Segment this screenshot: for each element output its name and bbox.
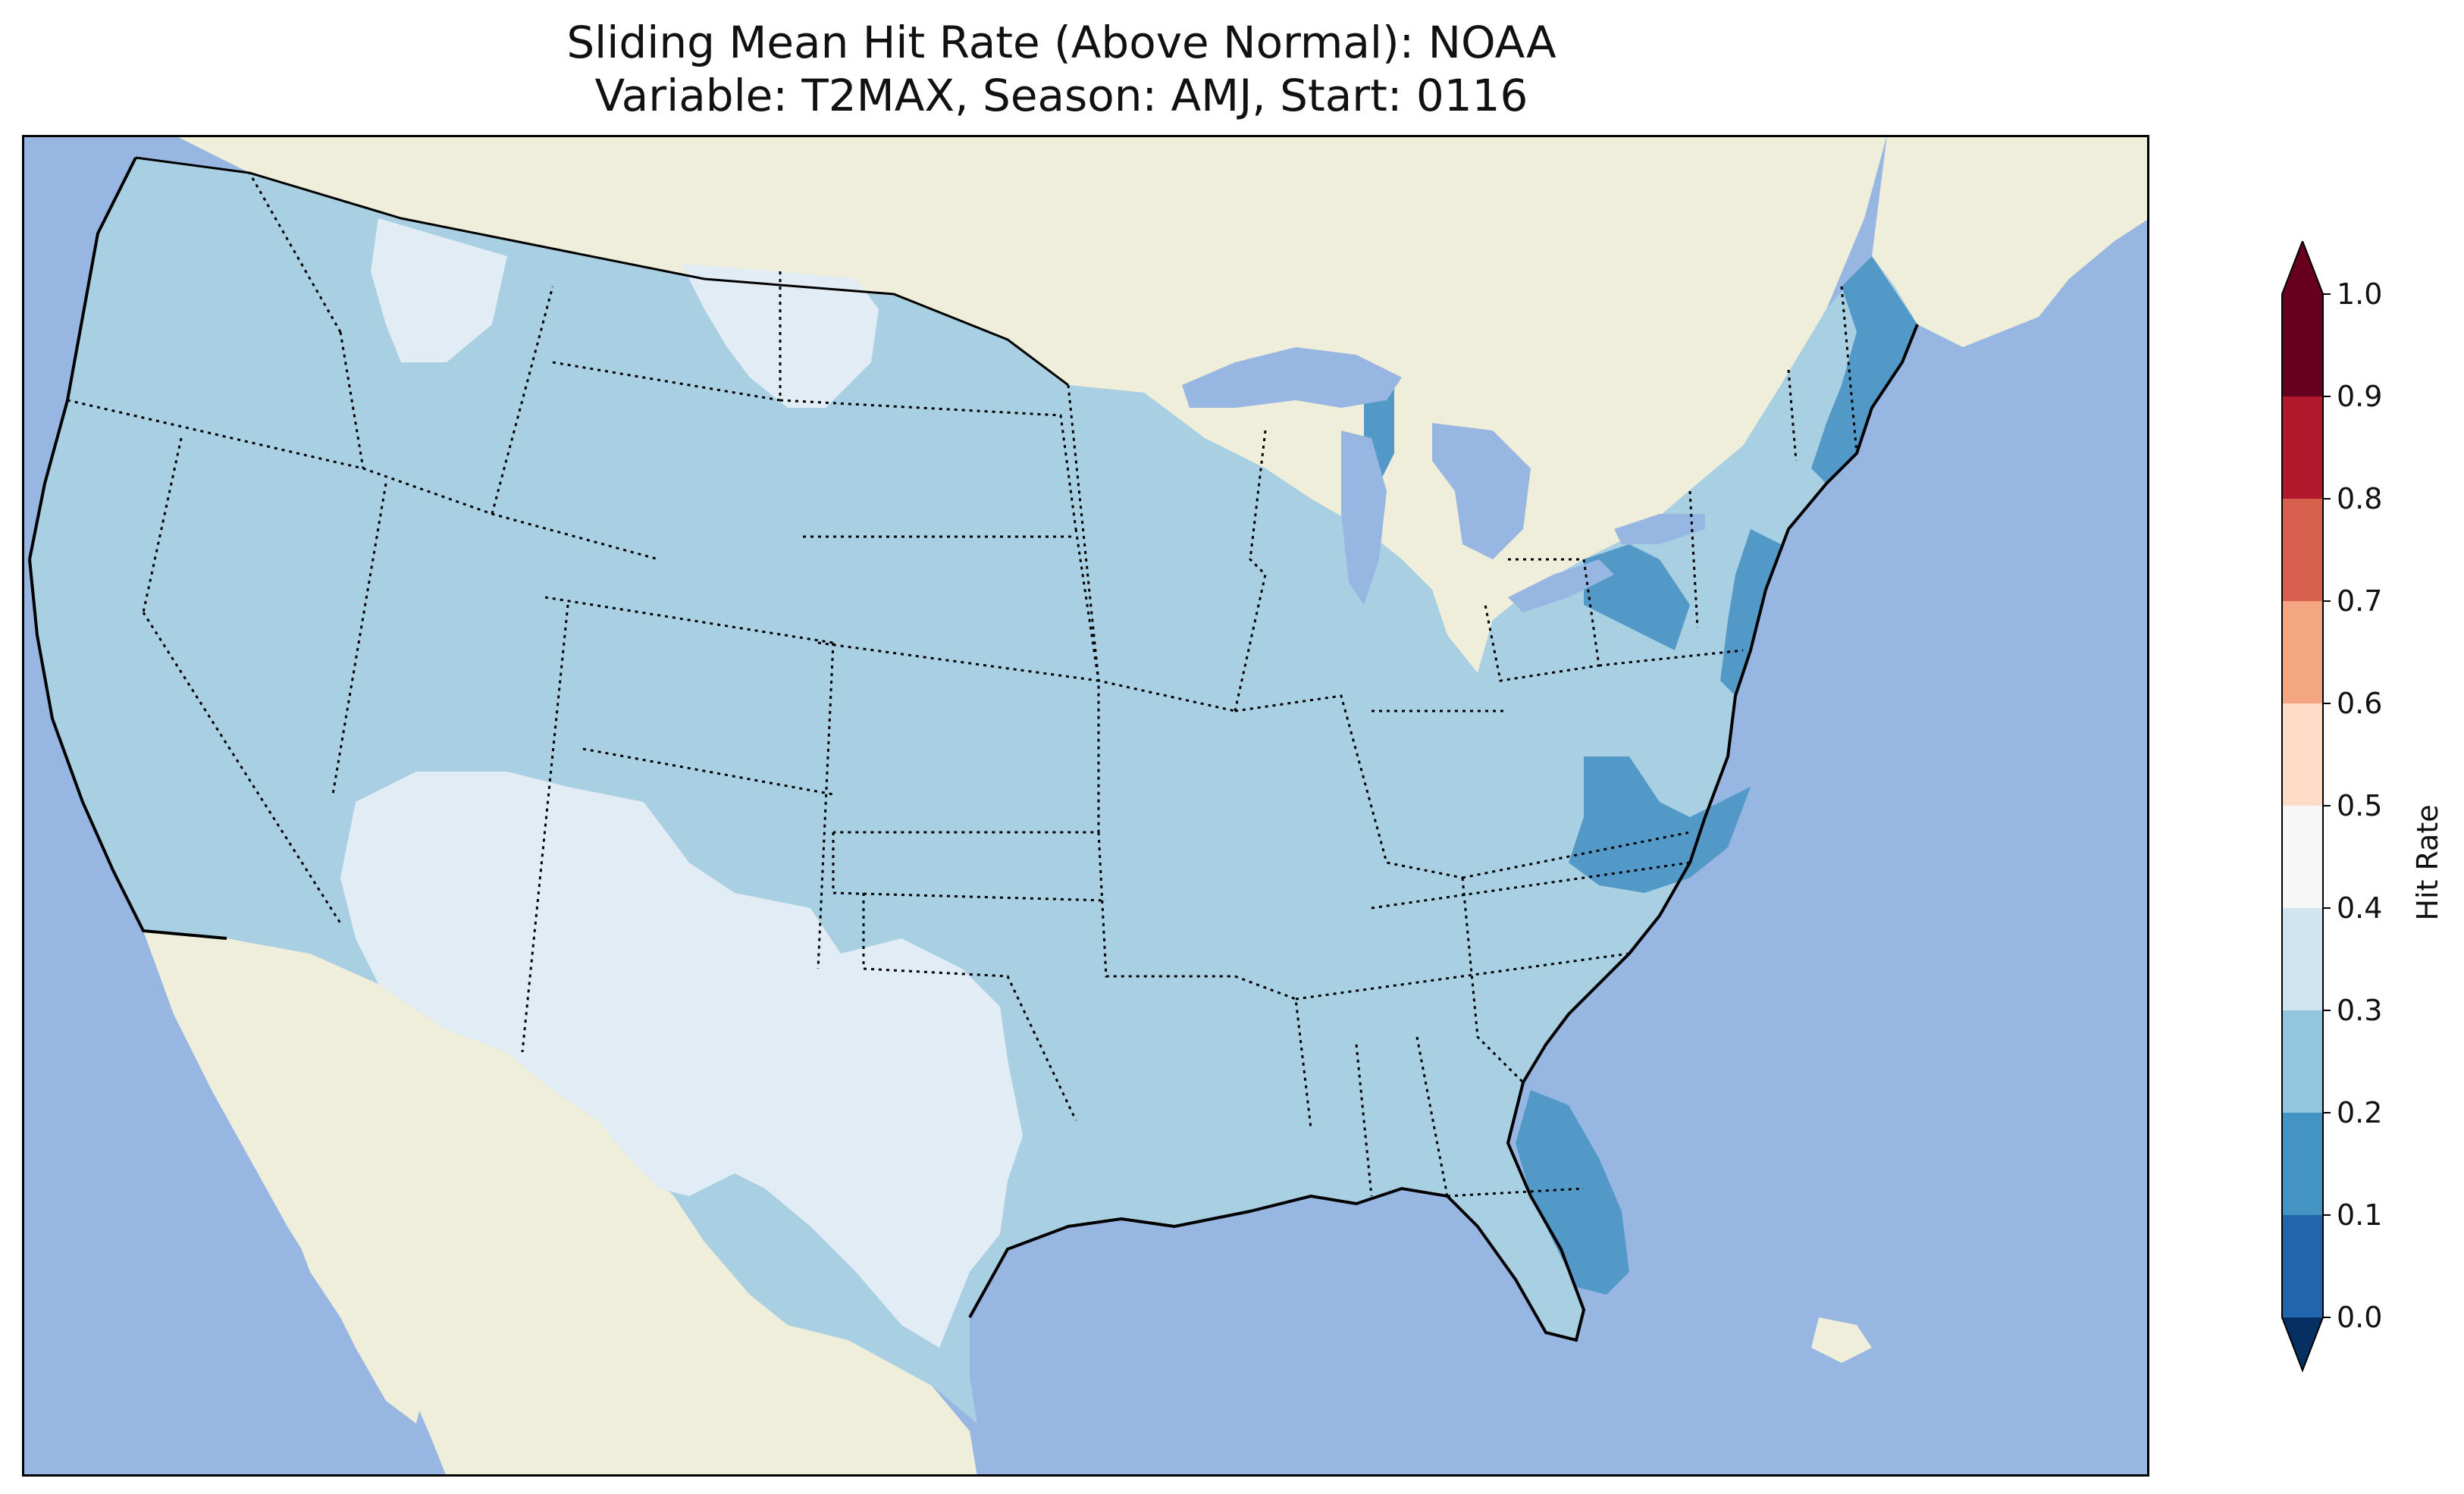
colorbar-tick-label: 1.0 xyxy=(2337,277,2382,311)
colorbar-tick-label: 0.3 xyxy=(2337,994,2382,1027)
lake-huron xyxy=(1432,423,1531,559)
colorbar-bin xyxy=(2282,1010,2323,1113)
colorbar-bin xyxy=(2282,908,2323,1010)
lake-michigan xyxy=(1341,431,1387,605)
colorbar: 0.0 0.1 0.2 0.3 0.4 0.5 0.6 0.7 0.8 0.9 1.0 Hit Ra… xyxy=(2281,241,2444,1373)
lake-erie xyxy=(1508,559,1614,612)
colorbar-bin xyxy=(2282,499,2323,601)
lake-superior xyxy=(1182,347,1402,408)
colorbar-tick-label: 0.8 xyxy=(2337,482,2382,515)
maritimes-land xyxy=(1872,135,2149,347)
canada-land xyxy=(174,135,1887,673)
colorbar-tick-label: 0.0 xyxy=(2337,1301,2382,1334)
cuba-land xyxy=(1811,1317,1872,1363)
region-0.4-0.5-idaho xyxy=(371,218,507,362)
baja-land xyxy=(143,931,424,1424)
region-0.4-0.5-montana xyxy=(682,264,879,408)
region-0.2-0.3-mid-atlantic xyxy=(1720,529,1781,696)
colorbar-bin xyxy=(2282,601,2323,703)
colorbar-bin xyxy=(2282,806,2323,908)
colorbar-tick-label: 0.6 xyxy=(2337,687,2382,720)
mexico-land xyxy=(227,938,977,1477)
map-panel xyxy=(22,135,2149,1477)
colorbar-over-arrow xyxy=(2282,241,2323,294)
colorbar-bin xyxy=(2282,396,2323,499)
colorbar-bin xyxy=(2282,1215,2323,1317)
colorbar-tick-label: 0.2 xyxy=(2337,1096,2382,1129)
colorbar-bin xyxy=(2282,703,2323,806)
colorbar-tick-label: 0.9 xyxy=(2337,380,2382,413)
colorbar-tick-label: 0.5 xyxy=(2337,789,2382,822)
region-0.4-0.5-southwest xyxy=(340,772,1023,1348)
region-0.2-0.3-appalachia xyxy=(1569,756,1751,893)
colorbar-bin xyxy=(2282,294,2323,396)
map-title-line-2: Variable: T2MAX, Season: AMJ, Start: 011… xyxy=(594,70,1528,121)
colorbar-tick-label: 0.1 xyxy=(2337,1198,2382,1232)
colorbar-tick-label: 0.4 xyxy=(2337,891,2382,925)
us-canada-border xyxy=(135,156,1069,387)
colorbar-under-arrow xyxy=(2282,1317,2323,1370)
map-title-line-1: Sliding Mean Hit Rate (Above Normal): NO… xyxy=(566,17,1556,68)
lake-ontario xyxy=(1614,514,1705,544)
map-frame xyxy=(22,135,2149,1477)
state-borders xyxy=(67,172,1858,1198)
colorbar-label: Hit Rate xyxy=(2411,804,2444,920)
colorbar-tick-label: 0.7 xyxy=(2337,584,2382,618)
region-0.2-0.3-new-england xyxy=(1811,256,1917,484)
colorbar-bin xyxy=(2282,1113,2323,1215)
region-0.2-0.3-florida xyxy=(1516,1090,1629,1295)
coastline xyxy=(27,157,1919,1342)
